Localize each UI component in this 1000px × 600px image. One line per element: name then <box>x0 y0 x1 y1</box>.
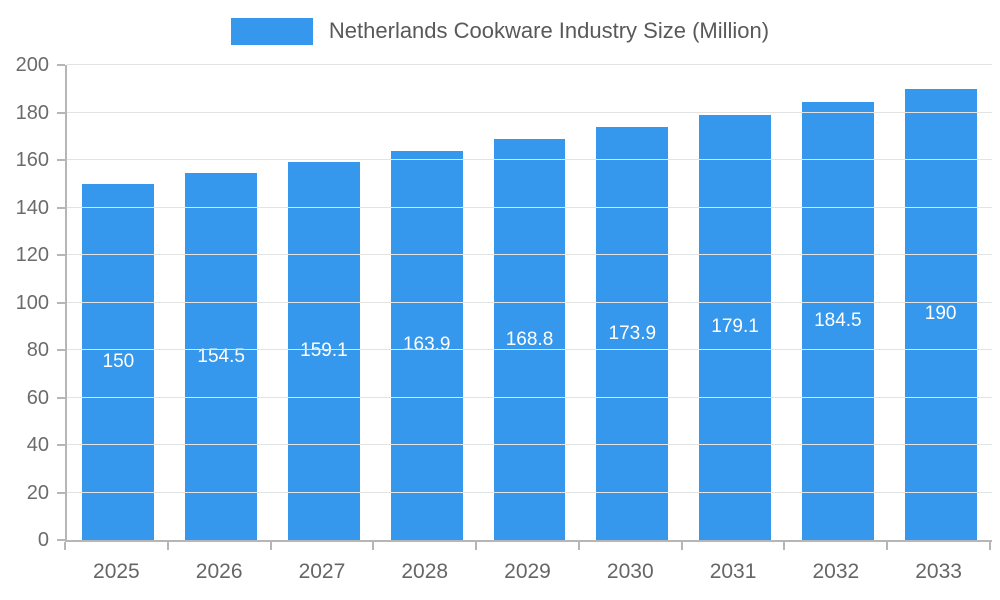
gridline <box>67 64 992 65</box>
gridline <box>67 111 992 113</box>
bar: 179.1 <box>699 114 772 540</box>
x-axis-label: 2025 <box>93 560 140 583</box>
bar-slot: 154.5 <box>170 65 273 540</box>
gridline <box>67 206 992 208</box>
x-axis-label: 2032 <box>812 560 860 583</box>
y-axis-label: 100 <box>15 291 49 314</box>
y-axis-label: 120 <box>15 244 49 266</box>
y-axis-tick <box>57 111 65 114</box>
bar-value-label: 179.1 <box>711 316 759 338</box>
bar: 150 <box>82 183 155 540</box>
x-axis-label: 2029 <box>504 560 551 583</box>
bar-value-label: 150 <box>102 350 135 372</box>
gridline <box>67 349 992 350</box>
bar-slot: 163.9 <box>375 65 478 540</box>
bar: 168.8 <box>493 139 566 540</box>
bar-value-label: 190 <box>924 303 957 325</box>
y-axis-tick <box>57 491 65 494</box>
bar-slot: 168.8 <box>478 65 581 540</box>
x-axis-tick <box>577 542 580 550</box>
y-axis-tick <box>57 301 65 304</box>
bar-slot: 150 <box>67 65 170 540</box>
y-axis-tick <box>57 349 65 351</box>
bar-value-label: 159.1 <box>300 340 348 362</box>
bar: 163.9 <box>390 150 463 540</box>
bar: 190 <box>904 88 977 540</box>
y-axis-label: 20 <box>26 481 49 504</box>
x-axis-tick <box>166 542 169 550</box>
x-axis-tick <box>886 542 889 550</box>
bar: 184.5 <box>801 101 874 540</box>
y-axis-label: 200 <box>15 54 49 76</box>
legend-swatch <box>230 17 313 45</box>
bar-slot: 179.1 <box>684 65 787 540</box>
x-axis-tick <box>989 542 991 550</box>
y-axis-label: 40 <box>26 434 49 456</box>
y-axis-tick <box>57 396 65 399</box>
bar: 154.5 <box>185 173 258 540</box>
x-axis-tick <box>64 542 66 550</box>
gridline <box>67 159 992 160</box>
gridline <box>67 491 992 493</box>
plot-area: 150 154.5 159.1 163.9 168.8 173.9 179.1 184.5 19… <box>65 64 992 542</box>
y-axis-tick <box>57 254 65 256</box>
y-axis-label: 180 <box>15 101 49 124</box>
y-axis-tick <box>57 64 65 66</box>
chart-title: Netherlands Cookware Industry Size (Mill… <box>328 18 770 43</box>
y-axis-label: 0 <box>37 529 49 551</box>
bar-slot: 173.9 <box>581 65 684 540</box>
x-axis-tick <box>372 542 375 550</box>
y-axis-label: 140 <box>15 196 49 219</box>
x-axis-label: 2026 <box>195 560 243 583</box>
y-axis-label: 160 <box>15 149 49 171</box>
bar-slot: 184.5 <box>786 65 889 540</box>
bar: 173.9 <box>596 127 669 540</box>
bar-value-label: 168.8 <box>505 328 554 350</box>
x-axis-label: 2031 <box>709 560 757 583</box>
bar-value-label: 163.9 <box>402 334 451 356</box>
x-axis-tick <box>680 542 683 550</box>
x-axis-tick <box>269 542 272 550</box>
x-axis-label: 2033 <box>915 560 962 583</box>
bar-slot: 190 <box>889 65 992 540</box>
y-axis-label: 60 <box>26 386 49 409</box>
y-axis-tick <box>57 444 65 446</box>
gridline <box>67 301 992 303</box>
y-axis-tick <box>57 539 65 541</box>
gridline <box>67 444 992 445</box>
gridline <box>67 254 992 255</box>
x-axis-tick <box>475 542 478 550</box>
x-axis: 2025 2026 2027 2028 2029 2030 2031 2032 2033 <box>64 542 991 597</box>
bar-value-label: 173.9 <box>608 322 657 344</box>
bars-container: 150 154.5 159.1 163.9 168.8 173.9 179.1 184.5 19… <box>67 65 992 540</box>
bar-value-label: 184.5 <box>814 309 862 331</box>
x-axis-label: 2030 <box>606 560 654 583</box>
gridline <box>67 396 992 398</box>
chart-legend: Netherlands Cookware Industry Size (Mill… <box>0 15 1000 47</box>
x-axis-tick <box>783 542 786 550</box>
y-axis-tick <box>57 206 65 209</box>
x-axis-label: 2028 <box>401 560 449 583</box>
y-axis-tick <box>57 159 65 161</box>
y-axis-label: 80 <box>26 339 49 361</box>
y-axis: 0 20 40 60 80 100 120 140 160 180 200 <box>0 55 65 550</box>
bar-slot: 159.1 <box>273 65 376 540</box>
bar-value-label: 154.5 <box>197 345 245 367</box>
bar: 159.1 <box>287 162 360 540</box>
x-axis-label: 2027 <box>298 560 346 583</box>
